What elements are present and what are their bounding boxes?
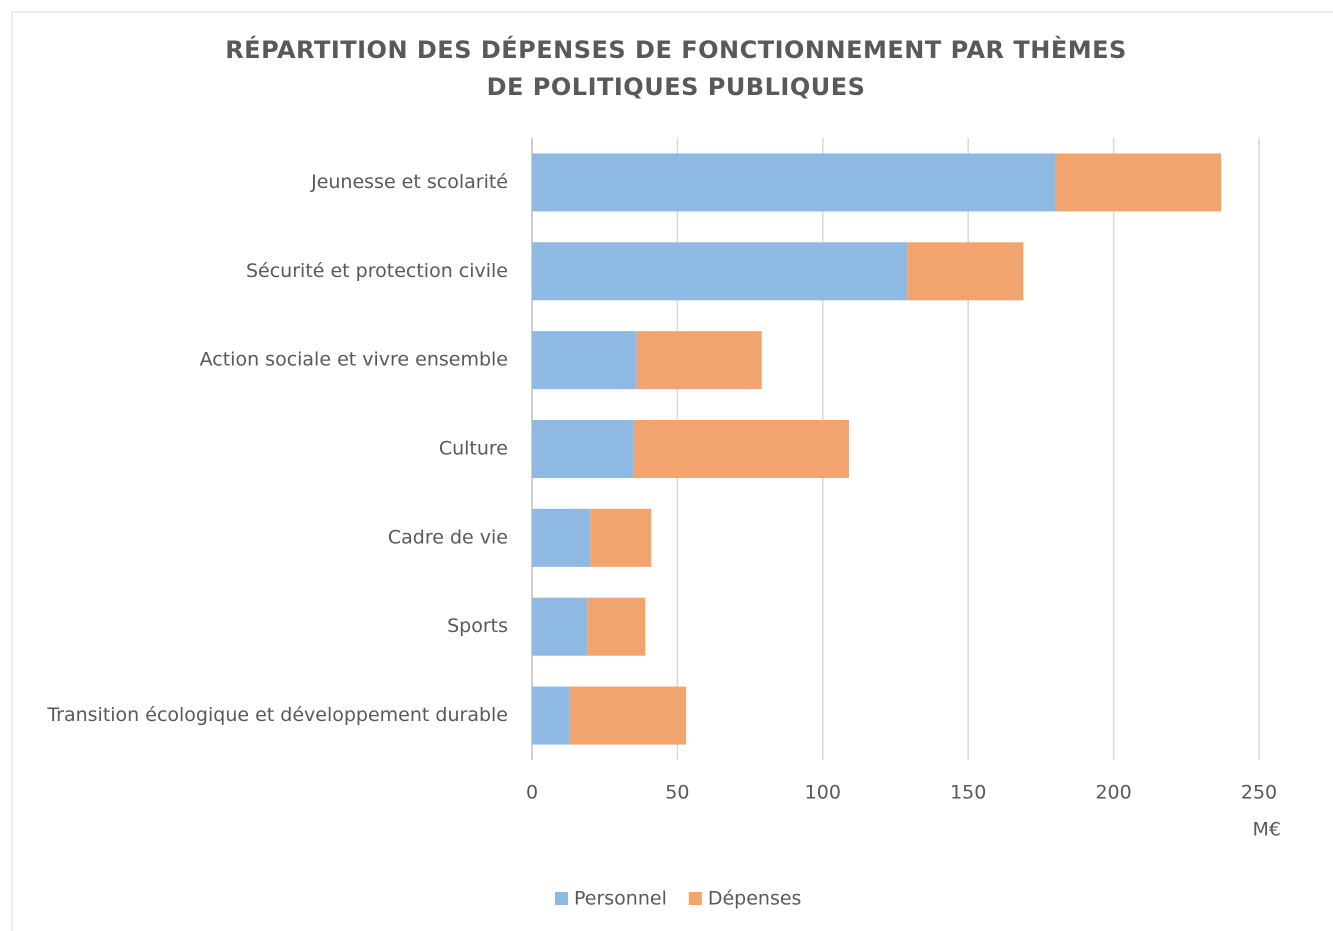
y-tick-label: Jeunesse et scolarité [310, 171, 508, 193]
bar-segment [907, 242, 1024, 301]
y-tick-label: Cadre de vie [388, 526, 508, 548]
x-axis-label: M€ [1253, 819, 1281, 841]
x-tick-label: 0 [526, 782, 538, 804]
x-tick-label: 250 [1241, 782, 1277, 804]
bar-segment [587, 597, 646, 656]
bar-segment [532, 331, 637, 390]
y-tick-label: Action sociale et vivre ensemble [200, 349, 508, 371]
bar-segment [532, 508, 591, 567]
y-tick-label: Sports [447, 615, 508, 637]
legend-swatch [555, 892, 568, 905]
bar-segment [633, 420, 849, 478]
bar-segment [636, 331, 762, 390]
legend-swatch [688, 892, 702, 905]
bar-segment [532, 597, 588, 656]
x-tick-label: 100 [805, 782, 841, 804]
bar-segment [569, 686, 687, 745]
x-tick-label: 150 [950, 782, 986, 804]
x-tick-label: 50 [665, 782, 689, 804]
bar-segment [532, 420, 634, 478]
bar-segment [532, 242, 908, 301]
chart-frame [11, 11, 1333, 931]
y-tick-label: Culture [439, 438, 508, 460]
y-tick-label: Transition écologique et développement d… [46, 704, 508, 726]
chart-title: RÉPARTITION DES DÉPENSES DE FONCTIONNEME… [225, 36, 1127, 101]
y-tick-label: Sécurité et protection civile [246, 260, 508, 282]
x-tick-label: 200 [1095, 782, 1131, 804]
bar-segment [590, 508, 652, 567]
legend-label: Personnel [574, 888, 667, 910]
bar-segment [1055, 153, 1222, 212]
bar-segment [532, 153, 1056, 212]
legend-label: Dépenses [708, 888, 802, 910]
bar-segment [532, 686, 570, 745]
